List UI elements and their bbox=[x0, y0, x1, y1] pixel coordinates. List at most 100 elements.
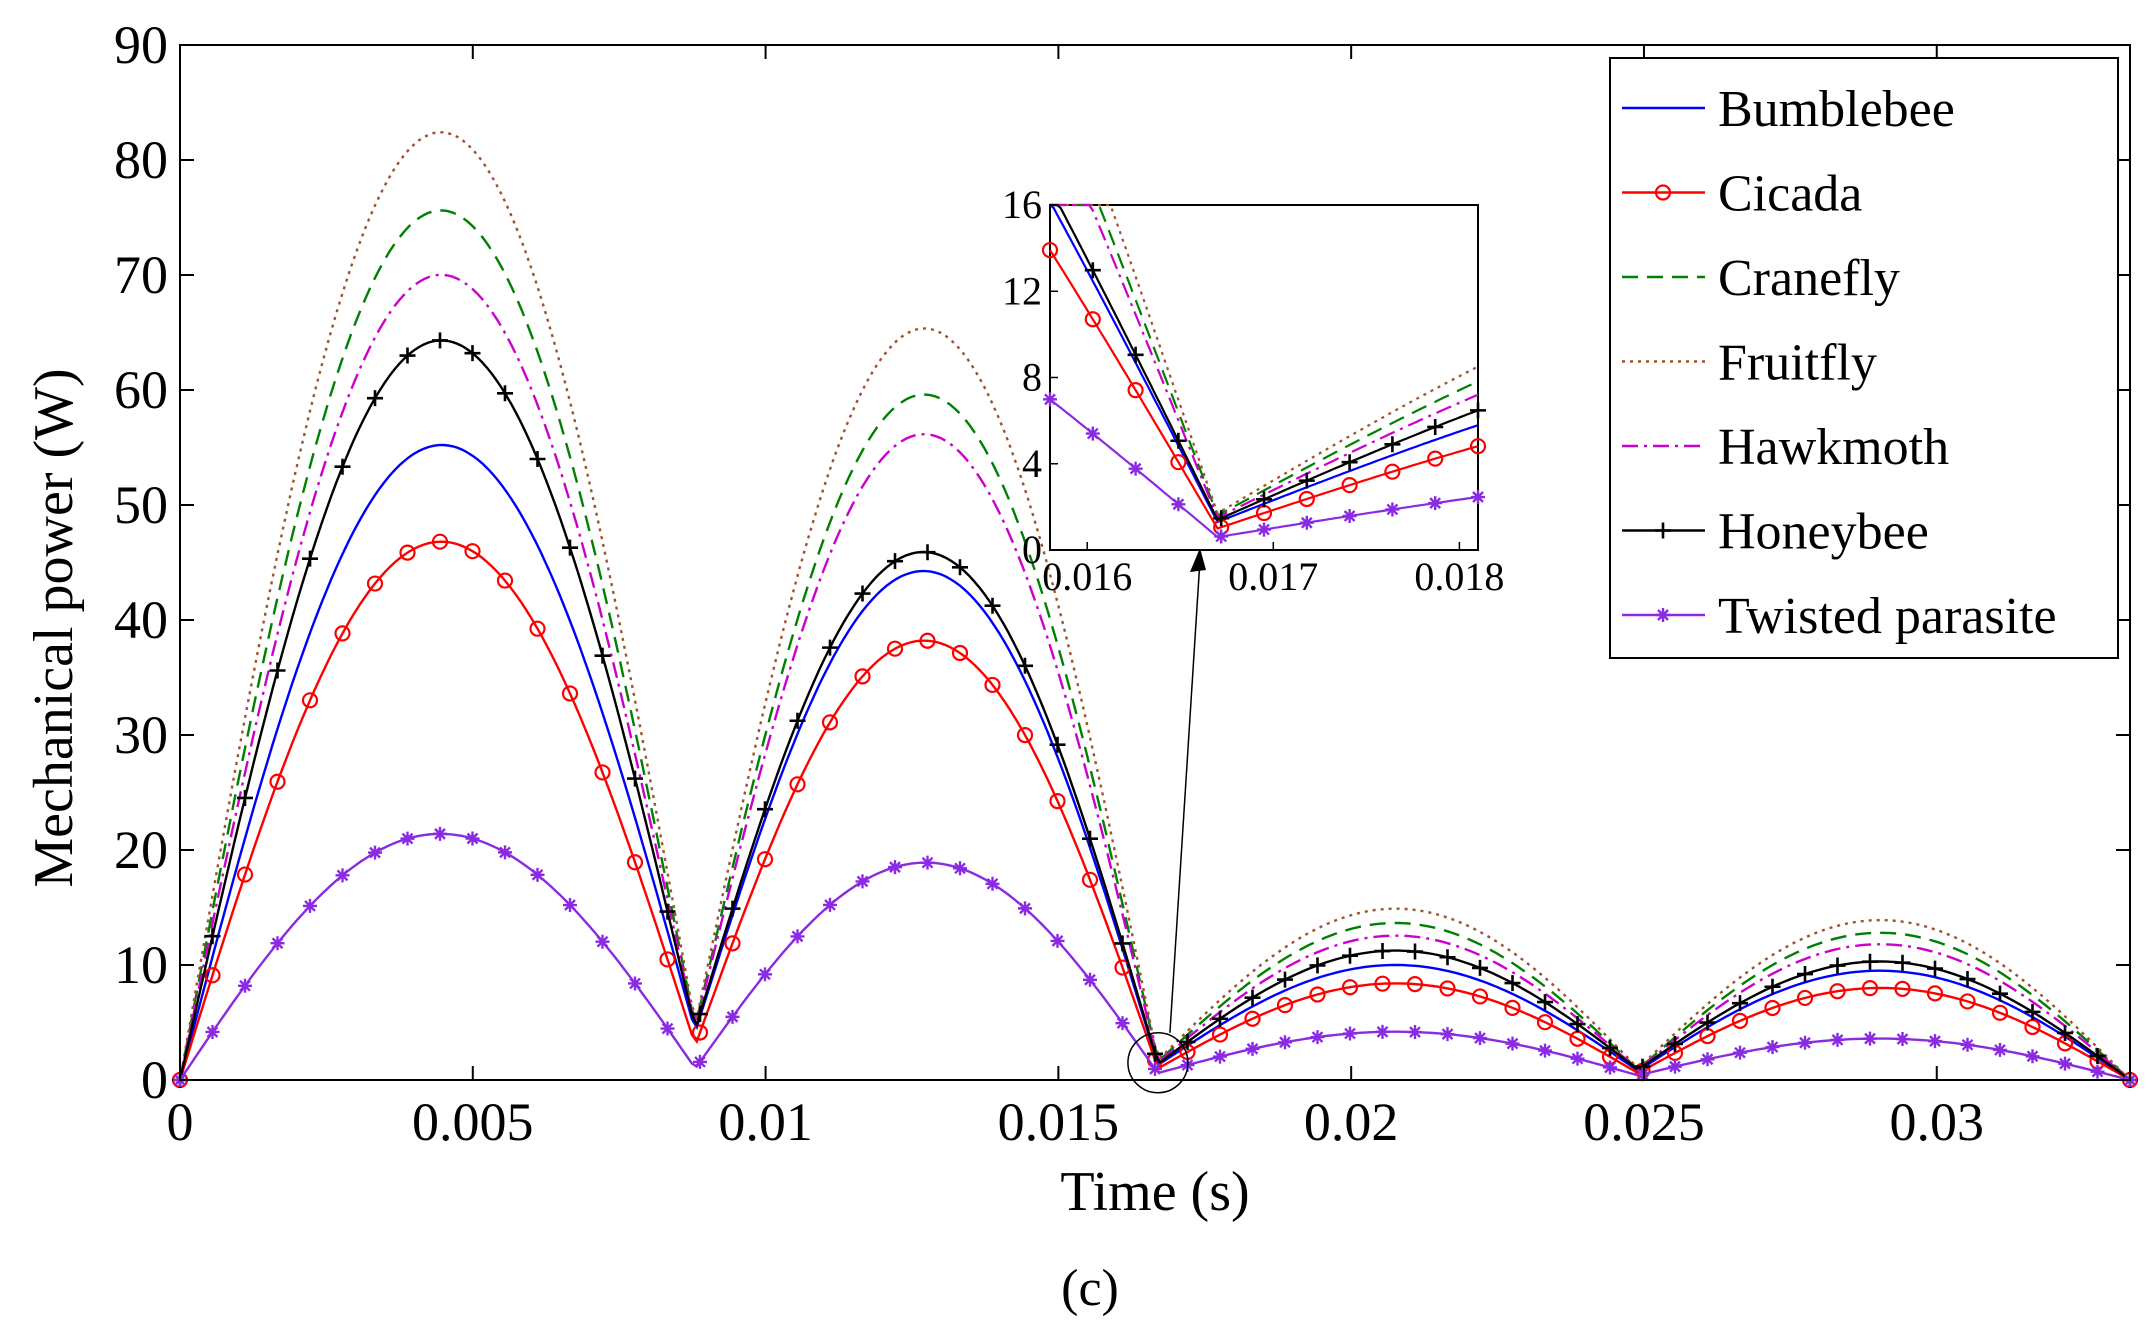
series-marker-cicada bbox=[1049, 792, 1066, 810]
x-tick-label: 0.025 bbox=[1583, 1092, 1705, 1152]
inset-marker-honeybee bbox=[1213, 510, 1230, 527]
y-tick-label: 60 bbox=[114, 360, 168, 420]
x-axis-label: Time (s) bbox=[1060, 1161, 1249, 1223]
series-marker-cicada bbox=[1504, 999, 1521, 1016]
series-marker-twisted-parasite bbox=[1863, 1031, 1877, 1046]
series-marker-twisted-parasite bbox=[563, 898, 577, 913]
series-marker-honeybee bbox=[367, 390, 383, 407]
series-marker-cicada bbox=[366, 575, 384, 592]
series-marker-cicada bbox=[984, 676, 1001, 694]
series-marker-honeybee bbox=[1569, 1016, 1586, 1033]
y-axis-label: Mechanical power (W) bbox=[23, 368, 85, 887]
legend-label-bumblebee: Bumblebee bbox=[1718, 81, 1955, 138]
y-tick-label: 10 bbox=[114, 935, 168, 995]
series-marker-cicada bbox=[1406, 976, 1424, 993]
series-marker-twisted-parasite bbox=[1993, 1042, 2007, 1057]
inset-marker-twisted-parasite bbox=[1428, 496, 1443, 511]
inset-marker-cicada bbox=[1469, 438, 1487, 455]
series-marker-honeybee bbox=[1797, 966, 1813, 983]
inset-marker-twisted-parasite bbox=[1214, 529, 1229, 544]
series-marker-twisted-parasite bbox=[823, 897, 837, 912]
inset-marker-honeybee bbox=[1427, 418, 1444, 435]
series-marker-twisted-parasite bbox=[433, 826, 447, 841]
series-marker-cicada bbox=[464, 543, 481, 560]
series-marker-cicada bbox=[886, 640, 904, 657]
series-marker-honeybee bbox=[269, 662, 286, 679]
series-marker-twisted-parasite bbox=[855, 874, 870, 889]
series-marker-honeybee bbox=[432, 332, 448, 349]
series-marker-cicada bbox=[659, 951, 676, 968]
series-marker-honeybee bbox=[822, 639, 838, 656]
inset-marker-cicada bbox=[1041, 241, 1059, 259]
series-marker-twisted-parasite bbox=[628, 976, 642, 991]
series-marker-honeybee bbox=[1472, 959, 1488, 976]
series-marker-honeybee bbox=[1244, 989, 1261, 1006]
series-marker-honeybee bbox=[659, 903, 676, 920]
series-marker-twisted-parasite bbox=[335, 868, 350, 883]
series-marker-honeybee bbox=[1504, 975, 1521, 992]
series-marker-twisted-parasite bbox=[368, 845, 382, 860]
series-marker-honeybee bbox=[1407, 943, 1423, 960]
series-marker-cicada bbox=[1829, 983, 1846, 1000]
series-marker-honeybee bbox=[1732, 995, 1748, 1012]
series-marker-honeybee bbox=[1309, 957, 1326, 974]
legend-marker-cicada bbox=[1654, 184, 1672, 201]
series-marker-honeybee bbox=[919, 544, 936, 561]
series-marker-twisted-parasite bbox=[725, 1009, 740, 1024]
inset-marker-cicada bbox=[1298, 490, 1315, 508]
series-marker-twisted-parasite bbox=[1148, 1061, 1162, 1076]
series-marker-cicada bbox=[301, 692, 319, 709]
series-marker-twisted-parasite bbox=[1408, 1025, 1422, 1040]
series-marker-twisted-parasite bbox=[1798, 1035, 1812, 1050]
inset-x-tick-label: 0.017 bbox=[1228, 554, 1318, 599]
series-marker-cicada bbox=[1764, 999, 1781, 1017]
series-marker-cicada bbox=[594, 764, 611, 781]
inset-marker-honeybee bbox=[1341, 454, 1358, 471]
series-marker-honeybee bbox=[1537, 994, 1553, 1011]
plot-frame bbox=[179, 44, 2131, 1081]
series-marker-honeybee bbox=[724, 900, 741, 917]
x-tick-label: 0.005 bbox=[412, 1092, 534, 1152]
inset-marker-twisted-parasite bbox=[1085, 426, 1100, 441]
series-marker-honeybee bbox=[984, 597, 1001, 614]
series-marker-cicada bbox=[821, 714, 839, 731]
inset-marker-cicada bbox=[1170, 454, 1187, 471]
legend-marker-honeybee bbox=[1655, 522, 1671, 539]
series-marker-cicada bbox=[854, 668, 871, 685]
series-marker-twisted-parasite bbox=[1635, 1067, 1650, 1082]
series-marker-cicada bbox=[236, 866, 254, 883]
zoom-arrow-line bbox=[1169, 559, 1201, 1033]
series-marker-cicada bbox=[2024, 1018, 2041, 1036]
series-marker-cicada bbox=[789, 776, 806, 793]
series-marker-honeybee bbox=[594, 647, 611, 664]
series-marker-honeybee bbox=[1277, 971, 1293, 988]
series-marker-honeybee bbox=[1894, 954, 1911, 971]
series-marker-twisted-parasite bbox=[1765, 1040, 1780, 1055]
inset-marker-twisted-parasite bbox=[1043, 392, 1057, 407]
series-marker-honeybee bbox=[1862, 953, 1878, 970]
y-tick-label: 0 bbox=[141, 1050, 168, 1110]
series-marker-twisted-parasite bbox=[1603, 1060, 1617, 1075]
series-marker-twisted-parasite bbox=[465, 831, 480, 846]
series-marker-twisted-parasite bbox=[1245, 1041, 1260, 1056]
legend-label-fruitfly: Fruitfly bbox=[1718, 335, 1877, 392]
series-marker-honeybee bbox=[1992, 985, 2008, 1002]
inset-marker-cicada bbox=[1084, 311, 1101, 328]
series-marker-honeybee bbox=[2024, 1003, 2041, 1020]
series-marker-cicada bbox=[1211, 1026, 1229, 1043]
series-marker-cicada bbox=[724, 935, 741, 952]
series-marker-honeybee bbox=[1764, 978, 1781, 995]
series-marker-twisted-parasite bbox=[1310, 1030, 1325, 1045]
series-marker-twisted-parasite bbox=[1960, 1037, 1975, 1052]
inset-marker-honeybee bbox=[1470, 402, 1486, 419]
series-marker-twisted-parasite bbox=[758, 967, 772, 982]
x-tick-label: 0.03 bbox=[1890, 1092, 1985, 1152]
series-marker-twisted-parasite bbox=[2058, 1056, 2072, 1071]
series-marker-honeybee bbox=[1212, 1010, 1228, 1027]
series-marker-twisted-parasite bbox=[400, 831, 415, 846]
inset-y-tick-label: 16 bbox=[1002, 182, 1042, 227]
inset-marker-twisted-parasite bbox=[1171, 497, 1186, 512]
series-marker-twisted-parasite bbox=[1570, 1051, 1585, 1066]
series-marker-cicada bbox=[561, 685, 579, 702]
x-tick-label: 0.01 bbox=[718, 1092, 813, 1152]
